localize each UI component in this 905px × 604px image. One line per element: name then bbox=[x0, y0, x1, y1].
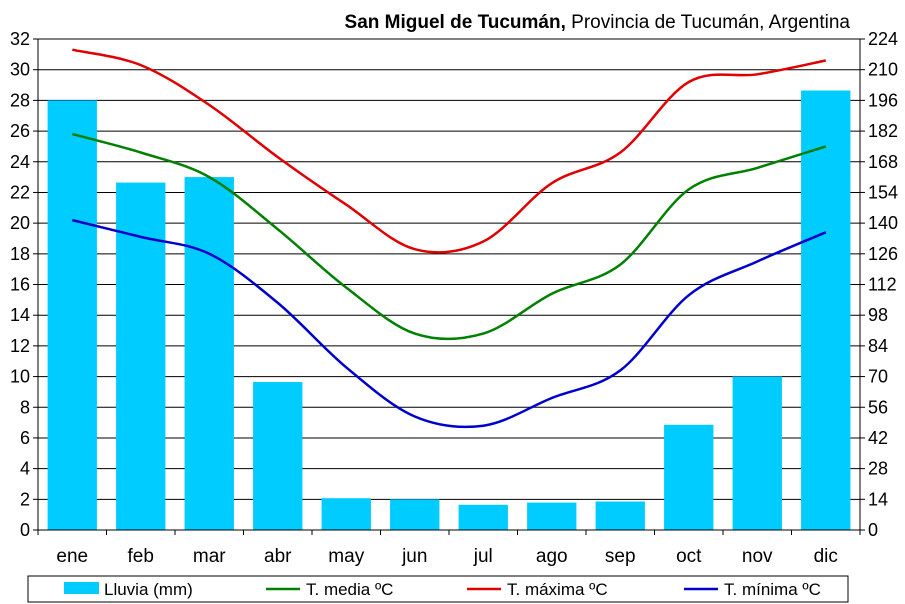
right-tick-label: 56 bbox=[868, 397, 888, 417]
bar-lluvia bbox=[390, 499, 440, 530]
bar-lluvia bbox=[184, 177, 234, 530]
right-tick-label: 70 bbox=[868, 367, 888, 387]
left-tick-label: 32 bbox=[10, 29, 30, 49]
x-tick-label: ene bbox=[56, 546, 88, 567]
x-tick-label: oct bbox=[676, 546, 702, 567]
right-tick-label: 182 bbox=[868, 121, 898, 141]
bar-lluvia bbox=[664, 424, 714, 530]
x-tick-label: jun bbox=[401, 546, 427, 567]
right-tick-label: 140 bbox=[868, 213, 898, 233]
left-tick-label: 12 bbox=[10, 336, 30, 356]
right-tick-label: 84 bbox=[868, 336, 888, 356]
bar-lluvia bbox=[116, 182, 166, 530]
bar-lluvia bbox=[253, 382, 303, 530]
right-tick-label: 168 bbox=[868, 152, 898, 172]
x-tick-label: abr bbox=[264, 546, 292, 567]
right-tick-label: 154 bbox=[868, 182, 898, 202]
bar-lluvia bbox=[47, 100, 97, 530]
left-tick-label: 14 bbox=[10, 305, 30, 325]
line-t-media bbox=[71, 132, 827, 341]
legend-label-t-media: T. media ºC bbox=[306, 580, 393, 599]
left-tick-label: 4 bbox=[20, 459, 30, 479]
right-tick-label: 196 bbox=[868, 90, 898, 110]
right-tick-label: 42 bbox=[868, 428, 888, 448]
line-t-maxima bbox=[72, 48, 827, 254]
left-tick-label: 6 bbox=[20, 428, 30, 448]
legend-label-t-maxima: T. máxima ºC bbox=[507, 580, 608, 599]
bar-lluvia bbox=[732, 376, 782, 530]
bar-lluvia bbox=[801, 90, 851, 530]
line-t-minima bbox=[72, 218, 827, 429]
right-tick-label: 112 bbox=[868, 275, 897, 295]
legend-label-lluvia: Lluvia (mm) bbox=[104, 580, 193, 599]
right-tick-label: 98 bbox=[868, 305, 888, 325]
chart-title-bold: San Miguel de Tucumán, bbox=[344, 12, 566, 33]
x-tick-label: jul bbox=[473, 546, 493, 567]
right-tick-label: 126 bbox=[868, 244, 898, 264]
right-tick-label: 14 bbox=[868, 489, 888, 509]
right-tick-label: 224 bbox=[868, 29, 898, 49]
bar-lluvia bbox=[527, 502, 577, 530]
right-tick-label: 210 bbox=[868, 60, 898, 80]
left-tick-label: 16 bbox=[10, 275, 30, 295]
left-tick-label: 24 bbox=[10, 152, 30, 172]
bar-lluvia bbox=[595, 501, 645, 530]
left-tick-label: 22 bbox=[10, 182, 30, 202]
left-tick-label: 20 bbox=[10, 213, 30, 233]
chart-title: San Miguel de Tucumán, Provincia de Tucu… bbox=[0, 12, 850, 34]
left-tick-label: 28 bbox=[10, 90, 30, 110]
x-tick-label: dic bbox=[814, 546, 838, 567]
x-tick-label: may bbox=[328, 546, 364, 567]
left-tick-label: 2 bbox=[20, 489, 30, 509]
bar-lluvia bbox=[321, 498, 371, 530]
chart-title-rest: Provincia de Tucumán, Argentina bbox=[565, 12, 850, 33]
x-tick-label: feb bbox=[128, 546, 154, 567]
legend-swatch-lluvia bbox=[64, 582, 99, 594]
x-tick-label: nov bbox=[742, 546, 773, 567]
left-tick-label: 30 bbox=[10, 60, 30, 80]
x-tick-label: mar bbox=[193, 546, 226, 567]
left-tick-label: 18 bbox=[10, 244, 30, 264]
x-tick-label: sep bbox=[605, 546, 636, 567]
bar-lluvia bbox=[458, 504, 508, 530]
left-tick-label: 0 bbox=[20, 520, 30, 540]
left-tick-label: 8 bbox=[20, 397, 30, 417]
x-tick-label: ago bbox=[536, 546, 568, 567]
right-tick-label: 0 bbox=[868, 520, 878, 540]
left-tick-label: 10 bbox=[10, 367, 30, 387]
left-tick-label: 26 bbox=[10, 121, 30, 141]
right-tick-label: 28 bbox=[868, 459, 888, 479]
legend-label-t-minima: T. mínima ºC bbox=[724, 580, 821, 599]
